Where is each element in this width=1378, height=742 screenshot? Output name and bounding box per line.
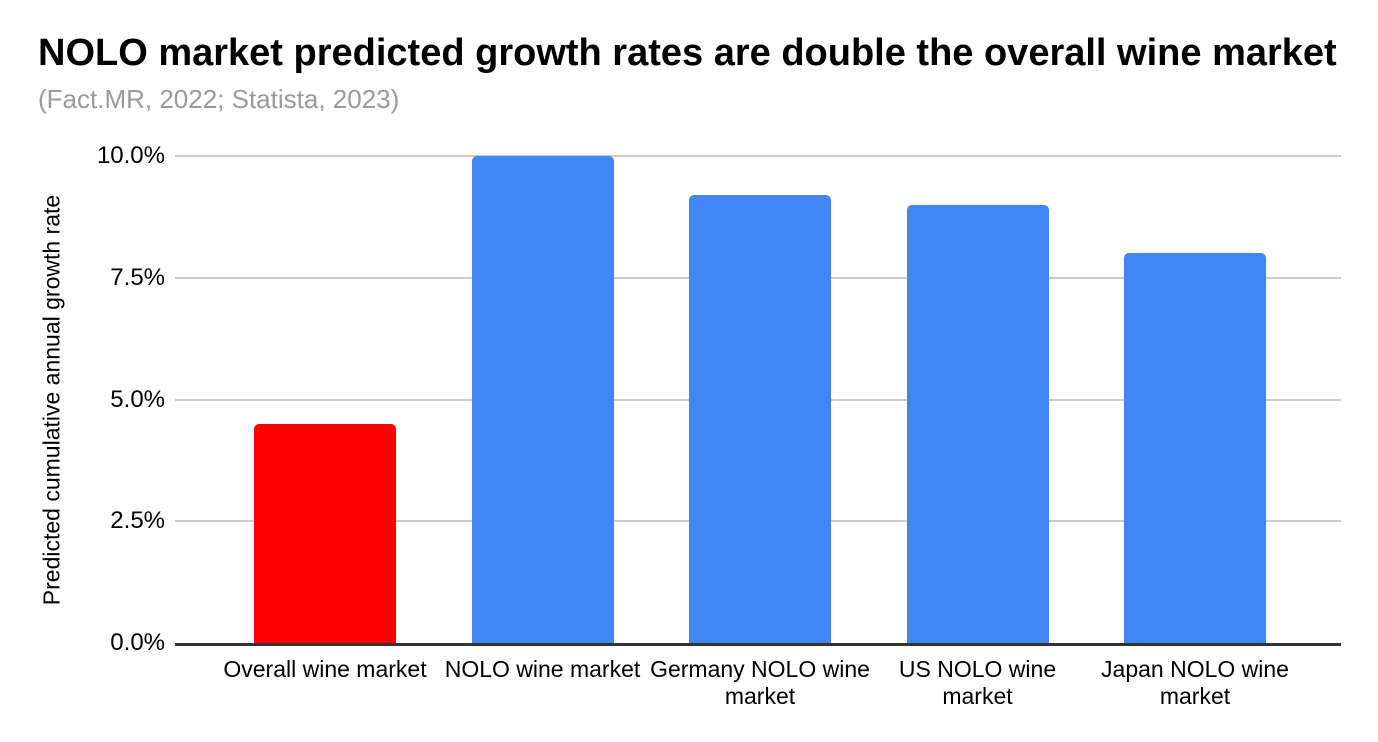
bar-us-nolo-wine-market	[906, 204, 1049, 643]
y-axis-tick-labels: 0.0% 2.5% 5.0% 7.5% 10.0%	[0, 142, 165, 656]
y-tick-label: 5.0%	[110, 385, 165, 413]
y-tick-label: 0.0%	[110, 629, 165, 656]
chart-title: NOLO market predicted growth rates are d…	[38, 32, 1337, 74]
bar-overall-wine-market	[254, 423, 396, 643]
chart-subtitle: (Fact.MR, 2022; Statista, 2023)	[38, 84, 400, 114]
bar-nolo-wine-market	[471, 156, 614, 643]
x-axis-category-labels: Overall wine market NOLO wine market Germa…	[175, 656, 1341, 736]
y-tick-label: 7.5%	[110, 263, 165, 291]
y-tick-label: 2.5%	[110, 507, 165, 535]
x-category-label: Germany NOLO wine market	[650, 656, 870, 709]
x-category-label: NOLO wine market	[444, 656, 641, 682]
bar-japan-nolo-wine-market	[1124, 253, 1266, 643]
x-category-label: Overall wine market	[223, 656, 427, 682]
x-category-label: Japan NOLO wine market	[1101, 656, 1289, 709]
bar-germany-nolo-wine-market	[689, 194, 831, 643]
plot-area	[175, 155, 1341, 646]
gridline	[175, 155, 1341, 157]
x-category-label: US NOLO wine market	[898, 656, 1057, 709]
y-tick-label: 10.0%	[96, 142, 165, 169]
x-axis-line	[175, 643, 1341, 646]
